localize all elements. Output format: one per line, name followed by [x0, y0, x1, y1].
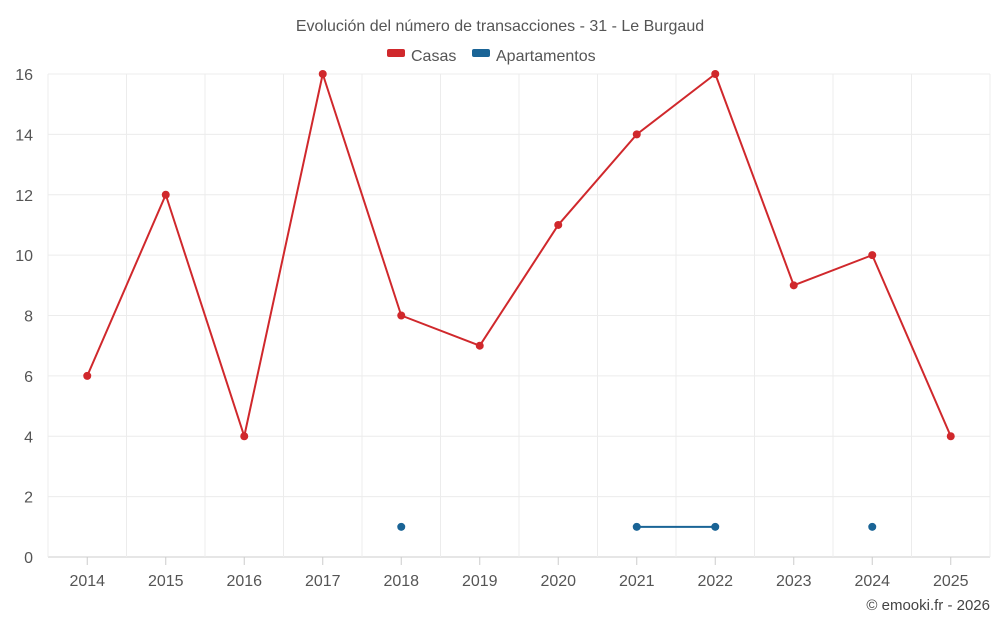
legend-item-casas[interactable]: Casas [387, 48, 456, 65]
data-point-casas[interactable] [946, 432, 955, 441]
plot-area [83, 70, 955, 531]
data-point-casas[interactable] [397, 311, 406, 320]
x-tick-label: 2020 [540, 573, 576, 590]
legend-item-apartamentos[interactable]: Apartamentos [472, 48, 596, 65]
y-tick-label: 6 [24, 369, 33, 386]
data-point-casas[interactable] [632, 130, 641, 139]
legend-label-casas: Casas [411, 48, 456, 65]
legend-swatch-apartamentos [472, 49, 490, 57]
data-point-apartamentos[interactable] [711, 522, 720, 531]
gridlines [47, 73, 991, 558]
x-tick-label: 2022 [697, 573, 733, 590]
data-point-apartamentos[interactable] [868, 522, 877, 531]
series-apartamentos [397, 522, 877, 531]
legend: Casas Apartamentos [387, 48, 596, 65]
data-point-casas[interactable] [789, 281, 798, 290]
x-tick-label: 2015 [148, 573, 184, 590]
x-tick-label: 2018 [383, 573, 419, 590]
x-tick-label: 2021 [619, 573, 655, 590]
y-tick-label: 0 [24, 550, 33, 567]
x-tick-label: 2017 [305, 573, 341, 590]
y-tick-label: 2 [24, 490, 33, 507]
data-point-apartamentos[interactable] [632, 522, 641, 531]
data-point-casas[interactable] [868, 251, 877, 260]
data-point-casas[interactable] [240, 432, 249, 441]
x-tick-label: 2023 [776, 573, 812, 590]
x-tick-label: 2019 [462, 573, 498, 590]
y-tick-label: 16 [15, 67, 33, 84]
y-tick-label: 8 [24, 309, 33, 326]
y-tick-label: 10 [15, 248, 33, 265]
data-point-casas[interactable] [711, 70, 720, 78]
data-point-casas[interactable] [161, 190, 170, 199]
data-point-casas[interactable] [318, 70, 327, 78]
x-tick-label: 2016 [226, 573, 262, 590]
y-tick-label: 12 [15, 188, 33, 205]
chart-title: Evolución del número de transacciones - … [296, 18, 704, 35]
credit-text: © emooki.fr - 2026 [866, 597, 990, 614]
series-casas [83, 70, 955, 441]
x-tick-label: 2014 [69, 573, 105, 590]
legend-label-apartamentos: Apartamentos [496, 48, 596, 65]
y-tick-label: 4 [24, 429, 33, 446]
data-point-apartamentos[interactable] [397, 522, 406, 531]
y-tick-label: 14 [15, 127, 33, 144]
legend-swatch-casas [387, 49, 405, 57]
x-axis: 2014 2015 2016 2017 2018 2019 2020 2021 2022 2023… [69, 557, 969, 590]
data-point-casas[interactable] [475, 341, 484, 350]
x-tick-label: 2025 [933, 573, 969, 590]
x-tick-label: 2024 [854, 573, 890, 590]
data-point-casas[interactable] [83, 371, 92, 380]
series-line-casas [86, 73, 952, 438]
y-axis: 0 2 4 6 8 10 12 14 16 [15, 67, 33, 567]
data-point-casas[interactable] [554, 220, 563, 229]
